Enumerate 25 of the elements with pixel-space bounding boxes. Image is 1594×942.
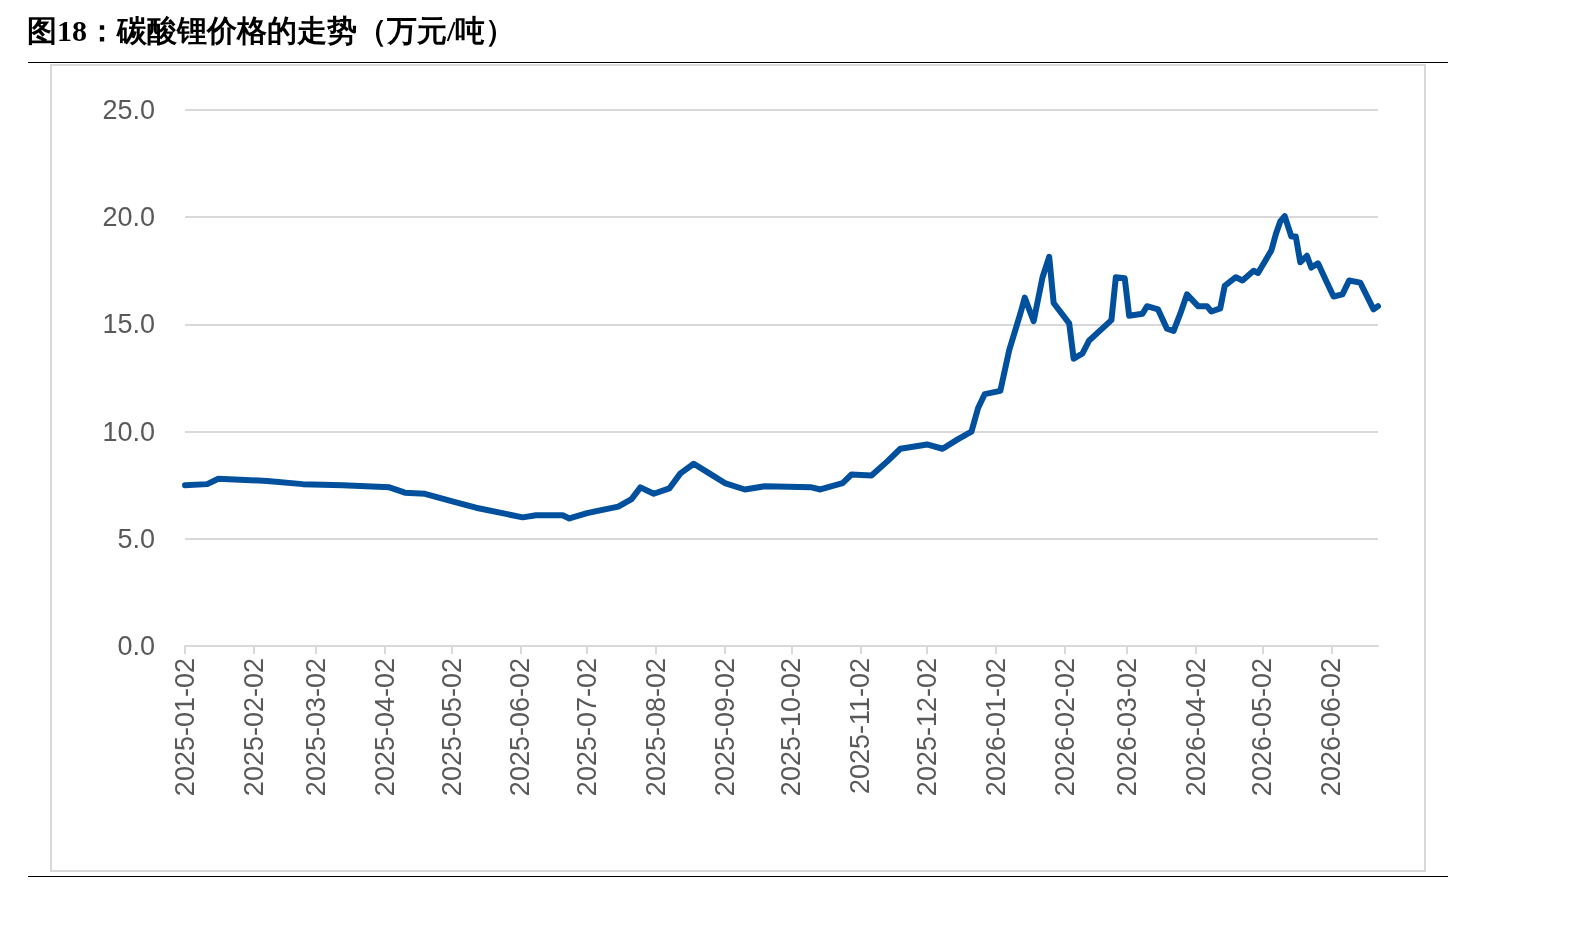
x-tick-label: 2026-03-02 xyxy=(1111,658,1142,797)
x-tick-label: 2025-05-02 xyxy=(436,658,467,797)
y-tick-label: 5.0 xyxy=(117,523,155,554)
y-tick-label: 10.0 xyxy=(102,416,155,447)
x-tick-label: 2025-01-02 xyxy=(170,658,200,797)
x-tick-label: 2025-03-02 xyxy=(301,658,332,797)
x-tick-label: 2026-01-02 xyxy=(980,658,1011,797)
x-tick-label: 2025-07-02 xyxy=(572,658,603,797)
x-tick-label: 2026-02-02 xyxy=(1049,658,1080,797)
y-tick-label: 25.0 xyxy=(102,95,155,125)
x-tick-label: 2025-06-02 xyxy=(505,658,536,797)
x-tick-label: 2025-12-02 xyxy=(912,658,943,797)
x-tick-label: 2025-10-02 xyxy=(776,658,807,797)
y-tick-label: 20.0 xyxy=(102,202,155,233)
x-tick-label: 2025-04-02 xyxy=(369,658,400,797)
y-tick-label: 15.0 xyxy=(102,309,155,340)
x-tick-label: 2026-06-02 xyxy=(1316,658,1347,797)
x-tick-label: 2025-09-02 xyxy=(709,658,740,797)
x-tick-label: 2025-08-02 xyxy=(640,658,671,797)
x-tick-label: 2025-02-02 xyxy=(238,658,269,797)
y-tick-label: 0.0 xyxy=(117,631,155,661)
chart-title: 图18：碳酸锂价格的走势（万元/吨） xyxy=(27,13,516,47)
x-tick-label: 2026-05-02 xyxy=(1247,658,1278,797)
x-tick-label: 2026-04-02 xyxy=(1180,658,1211,797)
x-tick-label: 2025-11-02 xyxy=(845,658,876,795)
